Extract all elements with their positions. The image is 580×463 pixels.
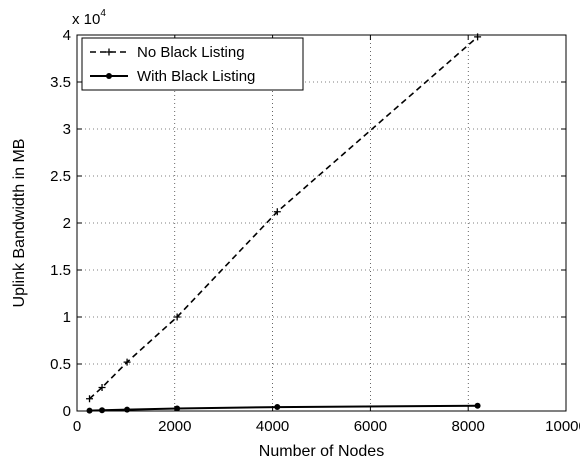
legend: No Black Listing With Black Listing [81,37,304,91]
y-tick-label: 4 [63,27,71,44]
data-point [86,407,93,414]
legend-entries: No Black Listing With Black Listing [90,44,255,85]
data-point [123,358,131,366]
y-tick-label: 0.5 [50,356,71,373]
data-point [98,384,106,391]
data-point [474,402,481,409]
y-tick-label: 2 [63,215,71,232]
y-axis-label: Uplink Bandwidth in MB [11,139,28,308]
y-tick-label: 3 [63,121,71,138]
y-tick-label: 0 [63,403,71,420]
x-tick-label: 6000 [354,418,387,435]
grid-lines [77,35,566,411]
y-axis-multiplier-base: x 10 [72,11,100,28]
data-point [274,404,281,411]
legend-label: No Black Listing [137,44,245,61]
series-layer [86,33,482,414]
data-point [174,405,181,412]
series-1 [86,33,482,403]
y-axis-multiplier: x 104 [72,8,106,28]
data-point [474,33,482,41]
y-axis-multiplier-exponent: 4 [100,8,106,19]
data-point [86,395,94,403]
data-point [99,407,106,414]
x-tick-label: 2000 [158,418,191,435]
y-tick-label: 3.5 [50,74,71,91]
data-point [173,313,181,321]
series-line [88,36,479,400]
data-point [124,406,131,413]
legend-marker [105,48,113,56]
legend-marker [106,73,112,79]
x-axis-label: Number of Nodes [259,443,384,460]
x-tick-label: 8000 [452,418,485,435]
data-point [273,208,281,216]
series-2 [86,402,481,414]
legend-entry-2: With Black Listing [90,68,255,85]
y-axis-ticks: 0 0.5 1 1.5 2 2.5 3 3.5 4 [50,27,566,420]
x-tick-label: 4000 [256,418,289,435]
legend-entry-1: No Black Listing [90,44,245,61]
y-tick-label: 1.5 [50,262,71,279]
x-tick-label: 0 [73,418,81,435]
y-tick-label: 1 [63,309,71,326]
y-tick-label: 2.5 [50,168,71,185]
legend-label: With Black Listing [137,68,255,85]
legend-box [81,37,304,91]
